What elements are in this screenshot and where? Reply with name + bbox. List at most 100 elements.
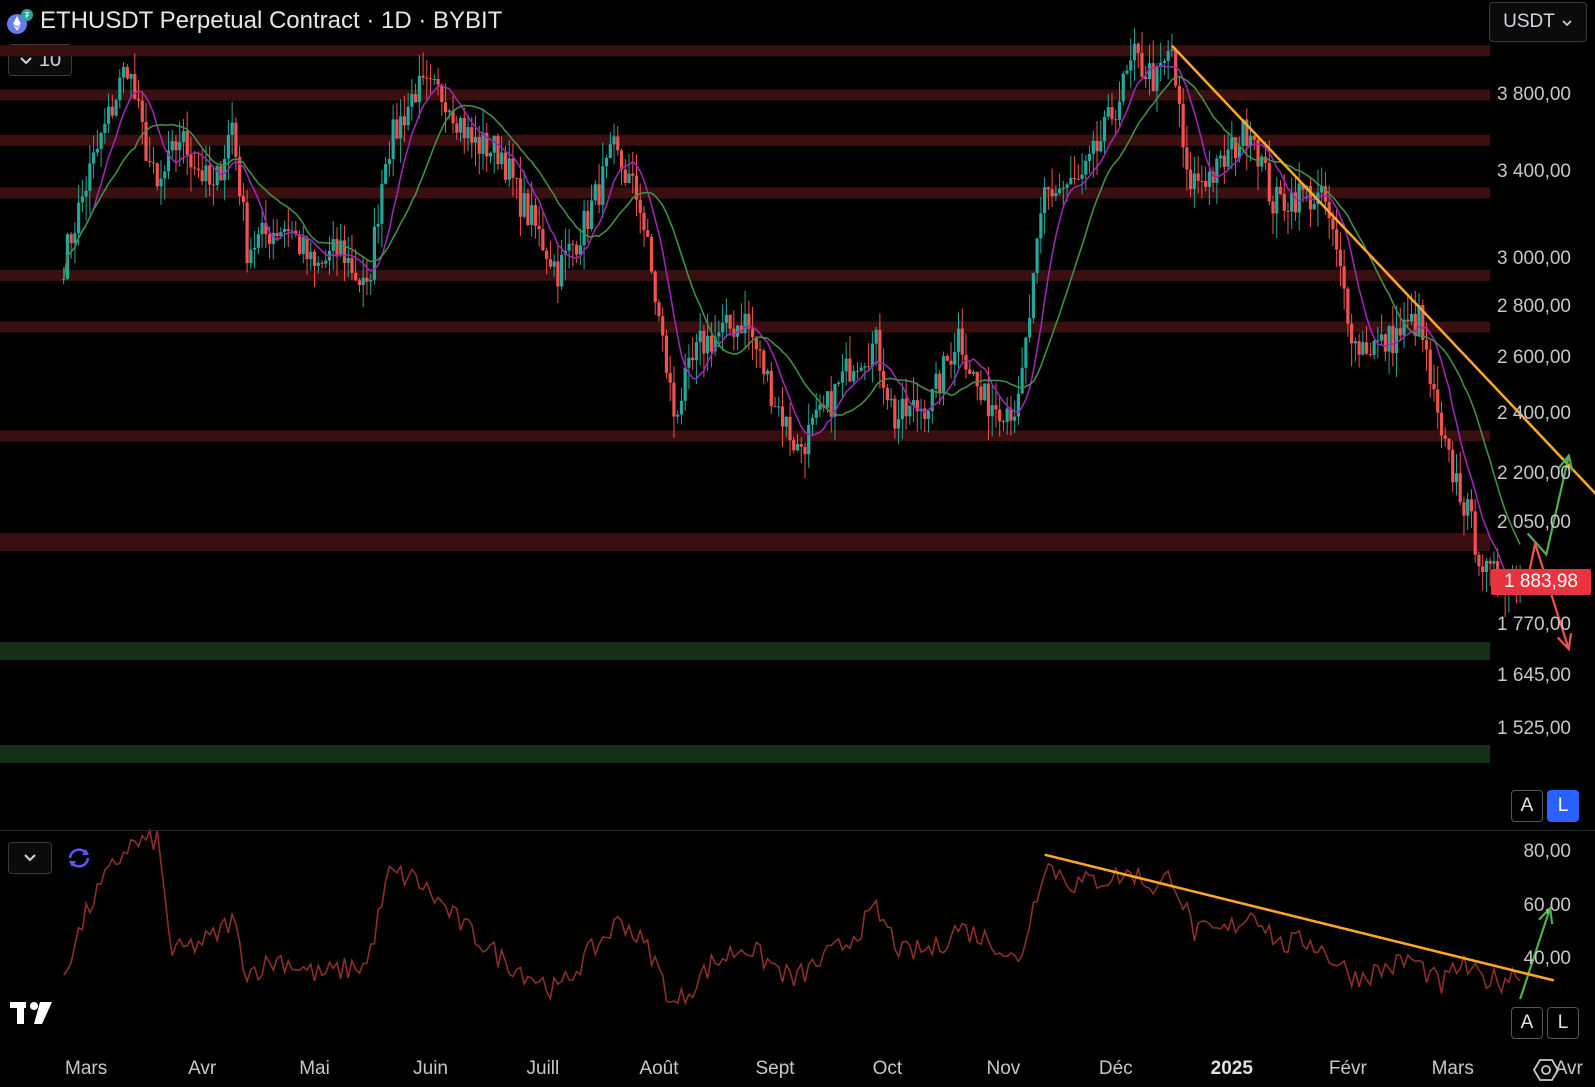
candle-body — [926, 410, 931, 419]
time-tick-label: Juill — [526, 1058, 560, 1079]
candle-body — [896, 419, 901, 429]
candle-body — [612, 136, 616, 145]
candle-body — [904, 398, 908, 417]
candle-body — [1387, 326, 1391, 352]
candle-body — [196, 168, 201, 171]
candle-body — [151, 162, 156, 164]
candle-body — [915, 400, 919, 412]
candle-body — [1484, 560, 1489, 573]
candle-body — [631, 173, 635, 176]
time-tick-label: Févr — [1328, 1058, 1367, 1079]
candle-body — [1110, 107, 1114, 120]
rsi-auto-scale-button[interactable]: A — [1511, 1007, 1543, 1039]
candle-body — [309, 251, 313, 260]
pane-divider[interactable] — [0, 830, 1595, 831]
price-tick-label: 1 525,00 — [1497, 717, 1571, 739]
candle-body — [425, 77, 429, 79]
time-tick-label: Oct — [872, 1058, 903, 1079]
candle-body — [178, 142, 182, 151]
candle-body — [593, 184, 597, 201]
candle-body — [290, 230, 294, 232]
candle-body — [1481, 566, 1485, 573]
candle-body — [1181, 103, 1185, 148]
rsi-log-scale-button[interactable]: L — [1547, 1007, 1579, 1039]
candle-body — [1043, 187, 1047, 214]
candle-body — [1106, 107, 1110, 117]
candle-body — [485, 132, 489, 157]
candle-body — [664, 335, 669, 373]
candle-body — [556, 261, 560, 287]
time-tick-label: Avr — [1554, 1058, 1583, 1079]
candle-body — [724, 314, 728, 323]
candle-body — [1192, 173, 1196, 190]
candle-body — [1155, 66, 1159, 91]
candle-body — [754, 337, 758, 350]
candle-body — [1301, 183, 1305, 190]
candle-body — [286, 228, 290, 232]
candle-body — [451, 110, 455, 124]
candle-body — [342, 240, 347, 263]
symbol-title[interactable]: ETHUSDT Perpetual Contract · 1D · BYBIT — [40, 7, 503, 34]
candle-body — [1421, 304, 1425, 341]
candle-body — [799, 443, 803, 447]
candle-body — [1222, 155, 1226, 167]
candle-body — [350, 257, 354, 273]
candle-body — [1039, 213, 1043, 239]
price-tick-label: 3 400,00 — [1497, 161, 1571, 183]
candle-body — [1200, 180, 1204, 182]
candle-body — [1114, 119, 1118, 121]
candle-body — [983, 383, 987, 401]
candle-body — [1136, 43, 1140, 54]
candle-body — [1248, 135, 1253, 146]
candle-body — [870, 343, 874, 367]
currency-select[interactable]: USDT — [1489, 2, 1587, 42]
candle-body — [395, 119, 399, 139]
candle-body — [440, 84, 444, 103]
time-tick-label: Sept — [755, 1058, 795, 1079]
settings-icon[interactable] — [1532, 1058, 1560, 1087]
candle-body — [518, 178, 523, 217]
candle-body — [238, 156, 242, 196]
candle-body — [312, 251, 317, 267]
candle-body — [1226, 149, 1230, 167]
candle-body — [1342, 266, 1346, 289]
candle-body — [1443, 435, 1447, 439]
auto-scale-button[interactable]: A — [1511, 790, 1543, 822]
candle-body — [144, 121, 148, 161]
candle-body — [148, 160, 152, 163]
candle-body — [687, 357, 691, 368]
candle-body — [1260, 156, 1264, 167]
rsi-collapse-button[interactable] — [8, 842, 52, 874]
candle-body — [762, 350, 766, 375]
candle-body — [840, 371, 845, 383]
candle-body — [608, 144, 612, 158]
candle-body — [1125, 70, 1129, 74]
candle-body — [668, 372, 672, 383]
candle-body — [399, 116, 403, 139]
candle-body — [305, 237, 309, 260]
resistance-zone-4 — [0, 269, 1490, 281]
candle-body — [818, 404, 822, 410]
candle-body — [443, 102, 448, 113]
candle-body — [118, 77, 122, 101]
candle-body — [428, 78, 433, 80]
candle-body — [777, 406, 781, 408]
candle-body — [106, 106, 111, 124]
candle-body — [88, 163, 92, 191]
candle-body — [282, 228, 287, 233]
candle-body — [387, 159, 391, 165]
candle-body — [638, 199, 642, 213]
candle-body — [1080, 174, 1084, 179]
candle-body — [908, 405, 912, 417]
candle-body — [432, 78, 436, 80]
candle-body — [709, 335, 713, 352]
candle-body — [391, 119, 395, 160]
candle-body — [413, 94, 418, 103]
candle-body — [357, 280, 362, 285]
candle-body — [174, 141, 178, 151]
candle-body — [1492, 561, 1496, 564]
candle-body — [80, 196, 84, 203]
log-scale-button[interactable]: L — [1547, 790, 1579, 822]
candle-body — [863, 366, 867, 368]
